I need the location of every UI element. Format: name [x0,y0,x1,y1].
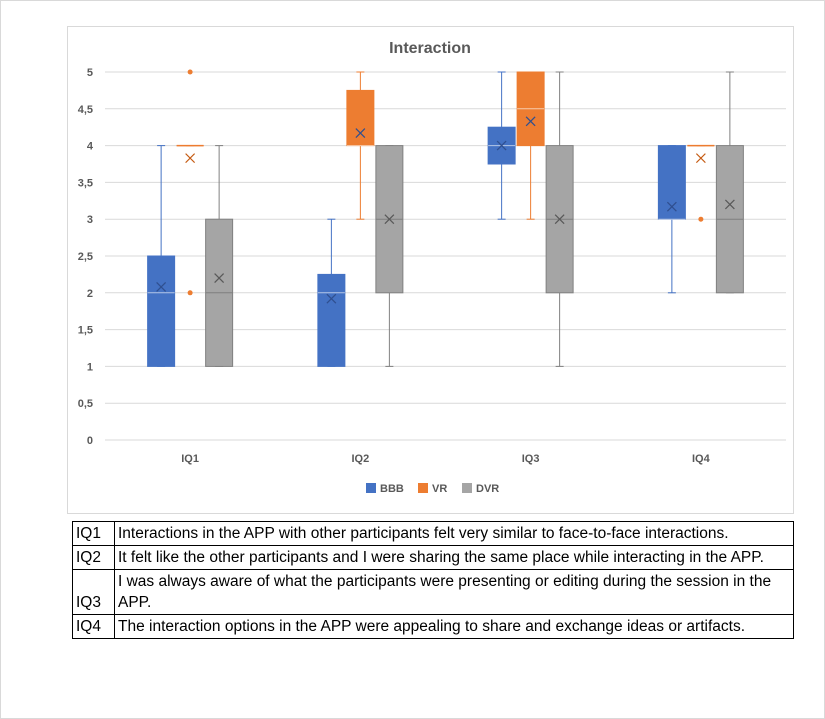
x-tick-label: IQ3 [522,453,540,465]
legend-swatch [418,483,428,493]
legend-swatch [366,483,376,493]
outlier-point [698,216,704,222]
y-tick-label: 3,5 [78,177,93,189]
legend-label: BBB [380,483,404,495]
y-tick-label: 2 [87,288,93,300]
y-tick-label: 4 [87,141,94,153]
mean-marker [554,214,565,225]
question-code: IQ3 [72,569,115,615]
question-code: IQ2 [72,545,115,570]
box-vr-iq1 [176,69,204,296]
box-vr-iq2 [346,71,375,220]
box-iqr [346,89,375,147]
y-tick-label: 0,5 [78,398,93,410]
mean-marker [214,273,225,284]
y-axis-tick-labels: 0 0,5 1 1,5 2 2,5 3 3,5 4 4,5 5 [78,67,94,447]
mean-marker [724,199,735,210]
question-text: Interactions in the APP with other parti… [114,521,794,546]
box-iqr [317,273,346,367]
y-tick-label: 1,5 [78,325,93,337]
box-vr-iq4 [687,144,715,222]
y-tick-label: 4,5 [78,104,93,116]
mean-marker [496,140,507,151]
question-text: It felt like the other participants and … [114,545,794,570]
box-iqr [657,145,686,220]
question-row: IQ2 It felt like the other participants a… [72,545,794,570]
boxplot-chart: Interaction 0 0,5 1 1,5 2 2,5 3 3,5 4 4,5 5 IQ1 IQ2… [78,40,786,495]
legend-swatch [462,483,472,493]
mean-marker [666,201,677,212]
chart-container: Interaction 0 0,5 1 1,5 2 2,5 3 3,5 4 4,5 5 IQ1 IQ2… [67,26,794,514]
y-tick-label: 0 [87,435,93,447]
box-vr-iq3 [516,71,545,220]
mean-marker [384,214,395,225]
x-tick-label: IQ4 [692,453,711,465]
plot-area [147,69,744,367]
box-bbb-iq1 [147,145,176,367]
box-dvr-iq4 [715,71,744,294]
box-bbb-iq2 [317,218,346,367]
box-iqr [147,255,176,367]
y-tick-label: 3 [87,214,93,226]
question-row: IQ3 I was always aware of what the partic… [72,569,794,615]
x-tick-label: IQ2 [352,453,370,465]
mean-marker [355,128,366,139]
question-text: The interaction options in the APP were … [114,614,794,639]
legend-label: DVR [476,483,499,495]
mean-marker [525,116,536,127]
y-tick-label: 2,5 [78,251,93,263]
question-row: IQ4 The interaction options in the APP we… [72,614,794,639]
outlier-point [187,290,193,296]
chart-title: Interaction [389,40,471,57]
y-tick-label: 1 [87,361,93,373]
question-code: IQ4 [72,614,115,639]
y-tick-label: 5 [87,67,93,79]
box-dvr-iq3 [545,71,574,367]
outlier-point [187,69,193,75]
legend-label: VR [432,483,447,495]
x-tick-label: IQ1 [181,453,199,465]
x-axis-tick-labels: IQ1 IQ2 IQ3 IQ4 [181,453,710,465]
mean-marker [326,293,337,304]
box-bbb-iq4 [657,145,686,294]
box-dvr-iq2 [375,145,404,367]
mean-marker [695,153,706,164]
question-text: I was always aware of what the participa… [114,569,794,615]
mean-marker [156,281,167,292]
box-dvr-iq1 [205,145,234,367]
questions-table: IQ1 Interactions in the APP with other pa… [72,521,794,639]
box-bbb-iq3 [487,71,516,220]
legend: BBB VR DVR [366,483,499,495]
mean-marker [185,153,196,164]
question-code: IQ1 [72,521,115,546]
question-row: IQ1 Interactions in the APP with other pa… [72,521,794,546]
